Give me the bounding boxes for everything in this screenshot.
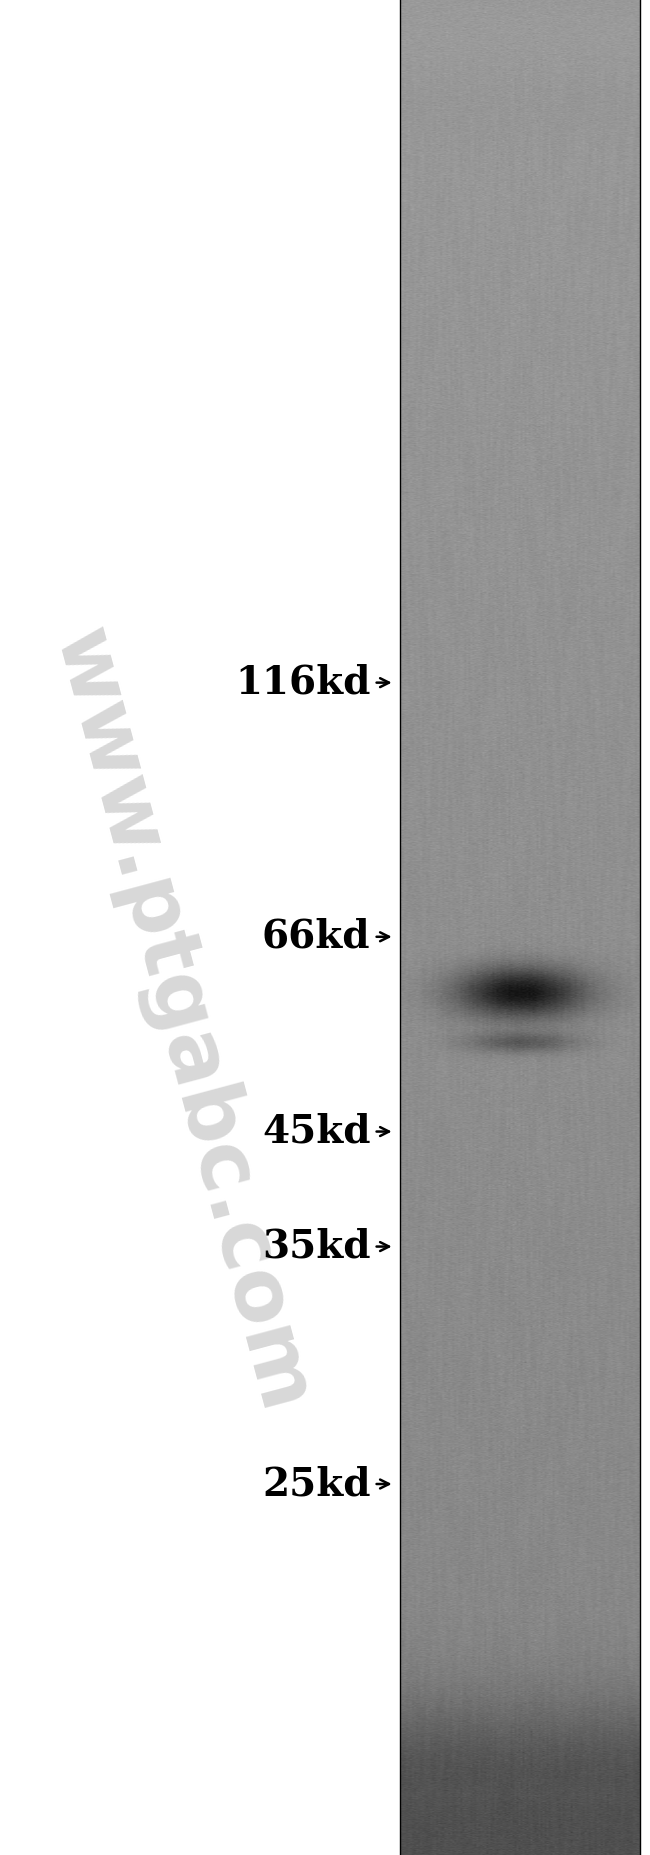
Text: 116kd: 116kd bbox=[235, 664, 370, 701]
Text: 25kd: 25kd bbox=[262, 1465, 370, 1503]
Text: 45kd: 45kd bbox=[262, 1113, 370, 1150]
Text: 35kd: 35kd bbox=[262, 1228, 370, 1265]
Text: www.ptgabc.com: www.ptgabc.com bbox=[38, 620, 326, 1421]
Text: 66kd: 66kd bbox=[262, 918, 370, 955]
